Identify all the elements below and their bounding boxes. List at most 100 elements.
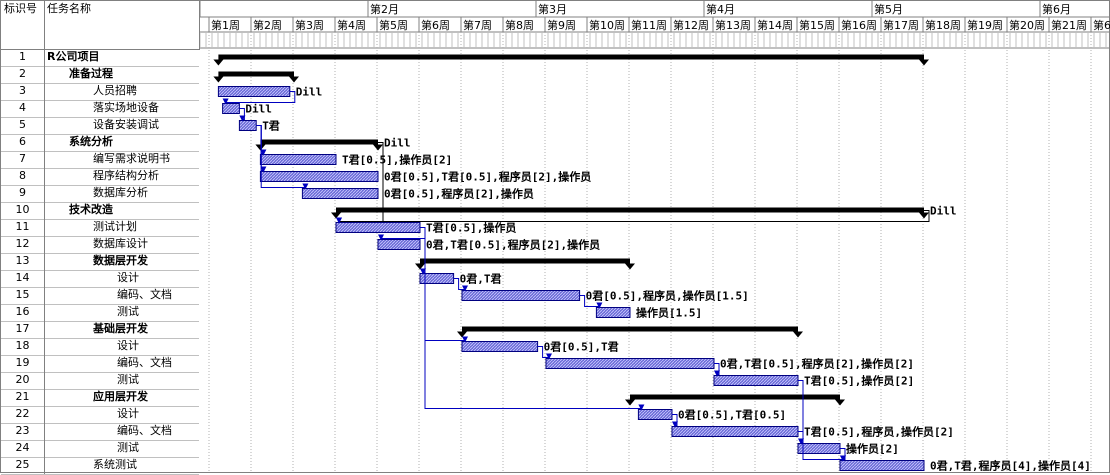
task-name: 程序结构分析 [93, 169, 159, 182]
week-label: 第15周 [799, 18, 835, 32]
task-id: 16 [1, 304, 45, 321]
summary-start-cap [255, 144, 266, 151]
task-id: 3 [1, 83, 45, 100]
task-row[interactable]: 3 人员招聘 [1, 83, 199, 101]
month-label: 第3月 [538, 2, 567, 16]
task-name: 设备安装调试 [93, 118, 159, 131]
resource-label: 操作员[2] [846, 442, 899, 456]
task-row[interactable]: 1 R公司项目 [1, 49, 199, 67]
task-id: 20 [1, 372, 45, 389]
task-id: 10 [1, 202, 45, 219]
task-row[interactable]: 4 落实场地设备 [1, 100, 199, 118]
summary-end-cap [835, 399, 845, 406]
week-label: 第1周 [211, 18, 240, 32]
task-id: 15 [1, 287, 45, 304]
task-row[interactable]: 7 编写需求说明书 [1, 151, 199, 169]
task-row[interactable]: 23 编码、文档 [1, 423, 199, 441]
task-row[interactable]: 10 技术改造 [1, 202, 199, 220]
task-row[interactable]: 13 数据层开发 [1, 253, 199, 271]
task-row[interactable]: 8 程序结构分析 [1, 168, 199, 186]
task-id: 21 [1, 389, 45, 406]
task-id: 6 [1, 134, 45, 151]
week-label: 第2周 [253, 18, 282, 32]
task-id: 11 [1, 219, 45, 236]
summary-bar [630, 394, 840, 400]
task-row[interactable]: 20 测试 [1, 372, 199, 390]
resource-label: 0君[0.5],程序员[2],操作员 [384, 187, 534, 201]
summary-bar [260, 139, 378, 145]
task-row[interactable]: 11 测试计划 [1, 219, 199, 237]
task-name: 编码、文档 [117, 424, 172, 437]
task-row[interactable]: 12 数据库设计 [1, 236, 199, 254]
header-name-column[interactable]: 任务名称 [45, 1, 200, 50]
week-label: 第6 [1093, 18, 1110, 32]
header-id-label: 标识号 [4, 2, 37, 15]
task-name: 技术改造 [69, 203, 113, 216]
task-row[interactable]: 14 设计 [1, 270, 199, 288]
dependency-link [798, 431, 804, 445]
dependency-link [714, 363, 720, 377]
summary-end-cap [793, 331, 803, 338]
dependency-link [256, 125, 309, 190]
task-row[interactable]: 9 数据库分析 [1, 185, 199, 203]
resource-label: T君[0.5],操作员[2] [342, 153, 452, 167]
resource-label: 操作员[1.5] [636, 306, 702, 320]
task-row[interactable]: 19 编码、文档 [1, 355, 199, 373]
task-id: 5 [1, 117, 45, 134]
summary-start-cap [213, 76, 224, 83]
task-id: 17 [1, 321, 45, 338]
task-id: 13 [1, 253, 45, 270]
week-label: 第4周 [337, 18, 366, 32]
summary-bar [462, 326, 798, 332]
resource-label: T君[0.5],操作员 [426, 221, 516, 235]
week-label: 第14周 [757, 18, 793, 32]
week-label: 第16周 [841, 18, 877, 32]
task-row[interactable]: 25 系统测试 [1, 457, 199, 475]
task-bar [259, 154, 337, 165]
task-name: 测试 [117, 305, 139, 318]
dependency-link [579, 295, 603, 309]
task-row[interactable]: 24 测试 [1, 440, 199, 458]
task-id: 22 [1, 406, 45, 423]
summary-bar [218, 54, 924, 60]
task-id: 14 [1, 270, 45, 287]
task-row[interactable]: 16 测试 [1, 304, 199, 322]
task-row[interactable]: 2 准备过程 [1, 66, 199, 84]
task-id: 8 [1, 168, 45, 185]
task-name: 测试 [117, 441, 139, 454]
header-id-column[interactable]: 标识号 [1, 1, 45, 50]
task-bar [377, 239, 421, 250]
task-row[interactable]: 15 编码、文档 [1, 287, 199, 305]
task-bar [595, 307, 631, 318]
week-label: 第13周 [715, 18, 751, 32]
summary-start-cap [457, 331, 467, 338]
resource-label: Dill [245, 103, 272, 116]
task-name: 设计 [117, 271, 139, 284]
task-bar [545, 358, 715, 369]
task-row[interactable]: 5 设备安装调试 [1, 117, 199, 135]
task-row[interactable]: 6 系统分析 [1, 134, 199, 152]
task-name: 编码、文档 [117, 288, 172, 301]
task-row[interactable]: 17 基础层开发 [1, 321, 199, 339]
task-row[interactable]: 18 设计 [1, 338, 199, 356]
resource-label: 0君[0.5],程序员,操作员[1.5] [586, 289, 749, 303]
task-name: 人员招聘 [93, 84, 137, 97]
resource-label: Dill [930, 205, 957, 218]
task-bar [839, 460, 925, 471]
task-name: 设计 [117, 339, 139, 352]
dependency-link [537, 346, 552, 360]
summary-end-cap [625, 263, 635, 270]
task-id: 1 [1, 49, 45, 66]
task-row[interactable]: 21 应用层开发 [1, 389, 199, 407]
task-id: 18 [1, 338, 45, 355]
timeline: 第2月第3月第4月第5月第6月周第1周第2周第3周第4周第5周第6周第7周第8周… [200, 1, 1110, 473]
task-bar [335, 222, 421, 233]
task-row[interactable]: 22 设计 [1, 406, 199, 424]
task-id: 19 [1, 355, 45, 372]
week-label: 第10周 [589, 18, 625, 32]
task-id: 4 [1, 100, 45, 117]
resource-label: Dill [296, 86, 323, 99]
task-name: 编码、文档 [117, 356, 172, 369]
month-label: 第2月 [370, 2, 399, 16]
resource-label: 0君[0.5],T君[0.5] [678, 409, 786, 422]
